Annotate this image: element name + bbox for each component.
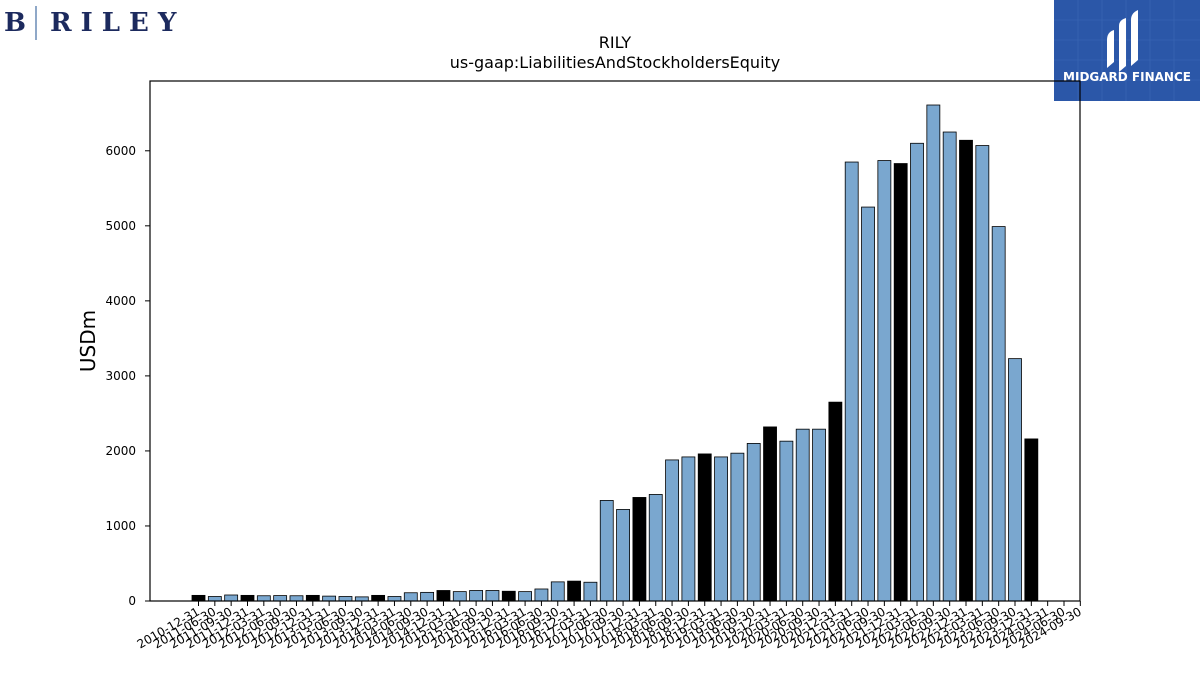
bar-2019-06-30: [730, 452, 745, 602]
y-tick-label: 6000: [105, 144, 136, 158]
bar-2020-12-31: [828, 401, 843, 602]
bar-2013-09-30: [354, 596, 369, 602]
bar-series: [191, 104, 1039, 602]
bar-2021-12-31: [893, 163, 908, 602]
bar-2011-06-30: [207, 596, 222, 602]
bar-2014-03-31: [387, 596, 402, 602]
bar-2018-12-31: [697, 453, 712, 602]
bar-2021-06-30: [861, 206, 875, 602]
bar-2022-12-31: [959, 139, 973, 602]
y-tick-label: 0: [128, 594, 136, 608]
bar-2013-06-30: [338, 596, 353, 602]
logo-grid: [1054, 0, 1200, 101]
bar-2016-09-30: [550, 581, 565, 602]
y-axis-ticks: 0 1000 2000 3000 4000 5000 6000: [105, 144, 150, 608]
bar-2013-03-31: [322, 595, 337, 602]
bar-2019-12-31: [763, 426, 777, 602]
bar-2010-12-31: [191, 594, 206, 602]
bar-2023-06-30: [991, 226, 1006, 602]
bar-2023-12-31: [1024, 438, 1039, 602]
bar-2023-03-31: [975, 145, 990, 602]
bar-2015-03-31: [452, 591, 467, 602]
bar-2019-03-31: [714, 456, 728, 602]
bar-2014-12-31: [436, 590, 451, 602]
plot-frame: [149, 80, 1081, 602]
bar-2021-09-30: [877, 160, 892, 602]
riley-wordmark: RILEY: [50, 8, 185, 38]
bar-2017-12-31: [632, 497, 647, 602]
bar-2012-12-31: [305, 594, 320, 602]
bar-2022-06-30: [926, 104, 941, 602]
bar-2015-06-30: [469, 590, 484, 602]
bar-2015-12-31: [501, 590, 516, 602]
bar-2023-09-30: [1008, 358, 1022, 602]
bar-2016-12-31: [567, 580, 581, 602]
logo-background: [1054, 0, 1200, 101]
bar-2014-09-30: [420, 591, 435, 602]
bar-2018-03-31: [648, 494, 663, 602]
chart-title: RILY: [599, 33, 632, 52]
y-tick-label: 2000: [105, 444, 136, 458]
bar-2017-06-30: [599, 500, 614, 602]
bar-2011-09-30: [224, 594, 239, 602]
midgard-finance-logo: MIDGARD FINANCE: [1054, 0, 1200, 101]
bar-2018-06-30: [665, 459, 679, 602]
b-riley-logo: B RILEY: [0, 0, 200, 45]
bar-2012-03-31: [256, 595, 271, 602]
b-riley-logo-text: B: [4, 8, 35, 38]
bar-2016-03-31: [518, 591, 532, 602]
y-tick-label: 4000: [105, 294, 136, 308]
bar-2011-12-31: [240, 594, 255, 602]
bar-2021-03-31: [844, 161, 859, 602]
bar-2016-06-30: [534, 588, 549, 602]
x-axis-ticks: 2010-12-312011-06-302011-09-302011-12-31…: [135, 601, 1084, 651]
midgard-finance-wordmark: MIDGARD FINANCE: [1063, 70, 1191, 84]
y-tick-label: 5000: [105, 219, 136, 233]
bar-2022-03-31: [910, 142, 924, 602]
bar-2020-03-31: [779, 440, 794, 602]
y-tick-label: 1000: [105, 519, 136, 533]
bar-2019-09-30: [746, 443, 761, 602]
bar-2015-09-30: [485, 590, 500, 602]
bar-2012-06-30: [273, 595, 288, 602]
bar-2017-09-30: [616, 509, 630, 602]
midgard-emblem-icon: [1107, 10, 1138, 72]
y-tick-label: 3000: [105, 369, 136, 383]
bar-2012-09-30: [289, 595, 304, 602]
y-axis-label: USDm: [76, 310, 100, 372]
bar-2017-03-31: [583, 581, 598, 602]
bar-2020-06-30: [795, 428, 810, 602]
bar-2018-09-30: [681, 456, 696, 602]
bar-2014-06-30: [403, 592, 418, 602]
chart-subtitle: us-gaap:LiabilitiesAndStockholdersEquity: [450, 53, 781, 72]
bar-2020-09-30: [812, 428, 826, 602]
bar-2013-12-31: [371, 594, 386, 602]
bar-2022-09-30: [942, 131, 957, 602]
